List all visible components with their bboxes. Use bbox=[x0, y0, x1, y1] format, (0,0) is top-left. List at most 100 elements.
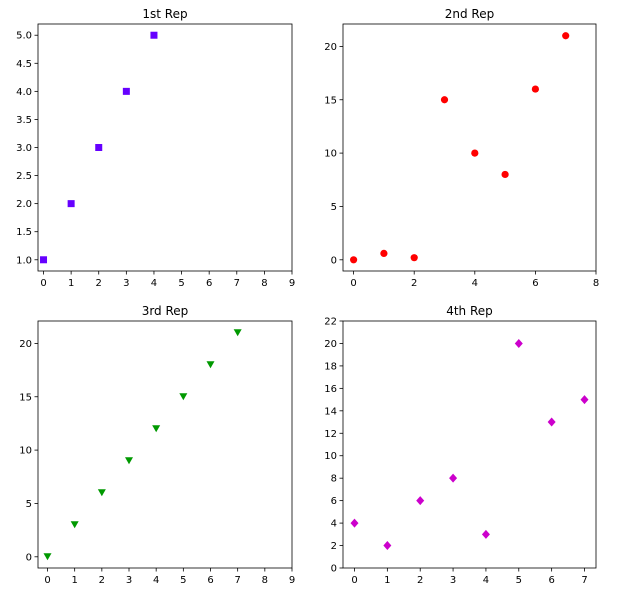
y-tick-label: 15 bbox=[324, 95, 337, 106]
x-tick-label: 0 bbox=[350, 278, 356, 289]
x-tick-label: 4 bbox=[153, 575, 159, 586]
y-tick-label: 14 bbox=[324, 406, 337, 417]
data-point bbox=[547, 417, 556, 427]
y-tick-label: 3.0 bbox=[16, 143, 32, 154]
y-tick-label: 22 bbox=[324, 317, 337, 328]
subplot-title: 4th Rep bbox=[446, 304, 493, 318]
y-tick-label: 5.0 bbox=[16, 31, 32, 42]
y-tick-label: 8 bbox=[331, 474, 337, 485]
y-tick-label: 5 bbox=[26, 499, 32, 510]
data-point bbox=[233, 329, 242, 337]
x-tick-label: 2 bbox=[96, 278, 102, 289]
y-tick-label: 0 bbox=[331, 564, 337, 575]
y-tick-label: 1.0 bbox=[16, 255, 32, 266]
plot-frame bbox=[342, 23, 597, 272]
y-tick-label: 4 bbox=[331, 519, 337, 530]
x-tick-label: 1 bbox=[71, 575, 77, 586]
x-tick-label: 9 bbox=[289, 278, 295, 289]
y-tick-label: 20 bbox=[19, 339, 32, 350]
data-point bbox=[152, 425, 161, 433]
plot-frame bbox=[37, 23, 293, 272]
plot-frame bbox=[37, 320, 293, 569]
x-tick-label: 6 bbox=[548, 575, 554, 586]
data-point bbox=[97, 489, 106, 497]
subplot-3rd-rep: 3rd Rep 0 1 2 3 4 5 6 7 8 9 0 5 10 15 20 bbox=[19, 304, 295, 586]
y-tick-label: 10 bbox=[19, 446, 32, 457]
x-tick-label: 7 bbox=[234, 575, 240, 586]
data-point bbox=[449, 473, 458, 483]
y-tick-label: 12 bbox=[324, 429, 337, 440]
data-point bbox=[40, 256, 48, 264]
x-tick-label: 3 bbox=[123, 278, 129, 289]
y-tick-label: 0 bbox=[331, 255, 337, 266]
data-point bbox=[410, 254, 418, 262]
x-tick-label: 7 bbox=[581, 575, 587, 586]
y-tick-label: 5 bbox=[331, 202, 337, 213]
y-tick-label: 20 bbox=[324, 42, 337, 53]
data-point bbox=[125, 457, 134, 465]
x-tick-label: 6 bbox=[207, 575, 213, 586]
y-tick-label: 1.5 bbox=[16, 227, 32, 238]
data-point bbox=[43, 553, 52, 561]
y-tick-label: 3.5 bbox=[16, 115, 32, 126]
x-tick-label: 5 bbox=[180, 575, 186, 586]
x-tick-label: 3 bbox=[126, 575, 132, 586]
data-point bbox=[440, 96, 449, 104]
data-point bbox=[150, 31, 158, 39]
y-tick-label: 10 bbox=[324, 149, 337, 160]
x-tick-label: 5 bbox=[516, 575, 522, 586]
data-point bbox=[416, 496, 425, 506]
subplot-1st-rep: 1st Rep 0 1 2 3 4 5 6 7 8 9 1.0 1.5 2.0 2.5 3.0 3.5 4.0 4… bbox=[16, 7, 295, 289]
x-tick-label: 6 bbox=[206, 278, 212, 289]
x-tick-label: 0 bbox=[351, 575, 357, 586]
x-tick-label: 4 bbox=[472, 278, 478, 289]
x-tick-label: 4 bbox=[483, 575, 489, 586]
x-tick-label: 8 bbox=[261, 278, 267, 289]
data-point bbox=[67, 200, 75, 208]
y-tick-label: 4.0 bbox=[16, 87, 32, 98]
data-point bbox=[122, 87, 130, 95]
data-point bbox=[531, 85, 540, 93]
subplot-2nd-rep: 2nd Rep 0 2 4 6 8 0 5 10 15 20 bbox=[324, 7, 599, 289]
x-tick-label: 8 bbox=[262, 575, 268, 586]
data-point bbox=[179, 393, 188, 401]
y-tick-label: 2.5 bbox=[16, 171, 32, 182]
data-point bbox=[350, 256, 358, 264]
x-tick-label: 2 bbox=[99, 575, 105, 586]
data-point bbox=[70, 521, 79, 529]
x-tick-label: 5 bbox=[178, 278, 184, 289]
y-tick-label: 6 bbox=[331, 496, 337, 507]
y-tick-label: 4.5 bbox=[16, 59, 32, 70]
x-tick-label: 7 bbox=[234, 278, 240, 289]
y-tick-label: 15 bbox=[19, 392, 32, 403]
x-tick-label: 0 bbox=[44, 575, 50, 586]
x-tick-label: 4 bbox=[151, 278, 157, 289]
y-tick-label: 18 bbox=[324, 361, 337, 372]
y-tick-label: 20 bbox=[324, 339, 337, 350]
plot-frame bbox=[342, 320, 597, 569]
data-point bbox=[206, 361, 215, 369]
subplot-title: 2nd Rep bbox=[445, 7, 494, 21]
data-point bbox=[580, 395, 589, 405]
y-tick-label: 10 bbox=[324, 451, 337, 462]
x-tick-label: 1 bbox=[68, 278, 74, 289]
y-tick-label: 0 bbox=[26, 552, 32, 563]
data-point bbox=[501, 170, 509, 179]
y-tick-label: 2.0 bbox=[16, 199, 32, 210]
x-tick-label: 3 bbox=[450, 575, 456, 586]
data-point bbox=[481, 529, 490, 539]
x-tick-label: 6 bbox=[532, 278, 538, 289]
data-point bbox=[380, 249, 388, 257]
x-tick-label: 9 bbox=[289, 575, 295, 586]
y-tick-label: 2 bbox=[331, 541, 337, 552]
data-point bbox=[350, 518, 359, 528]
subplot-title: 1st Rep bbox=[142, 7, 187, 21]
data-point bbox=[514, 338, 523, 348]
data-point bbox=[471, 149, 479, 157]
x-tick-label: 8 bbox=[593, 278, 599, 289]
y-tick-label: 16 bbox=[324, 384, 337, 395]
data-point bbox=[383, 541, 392, 551]
x-tick-label: 1 bbox=[384, 575, 390, 586]
x-tick-label: 2 bbox=[417, 575, 423, 586]
